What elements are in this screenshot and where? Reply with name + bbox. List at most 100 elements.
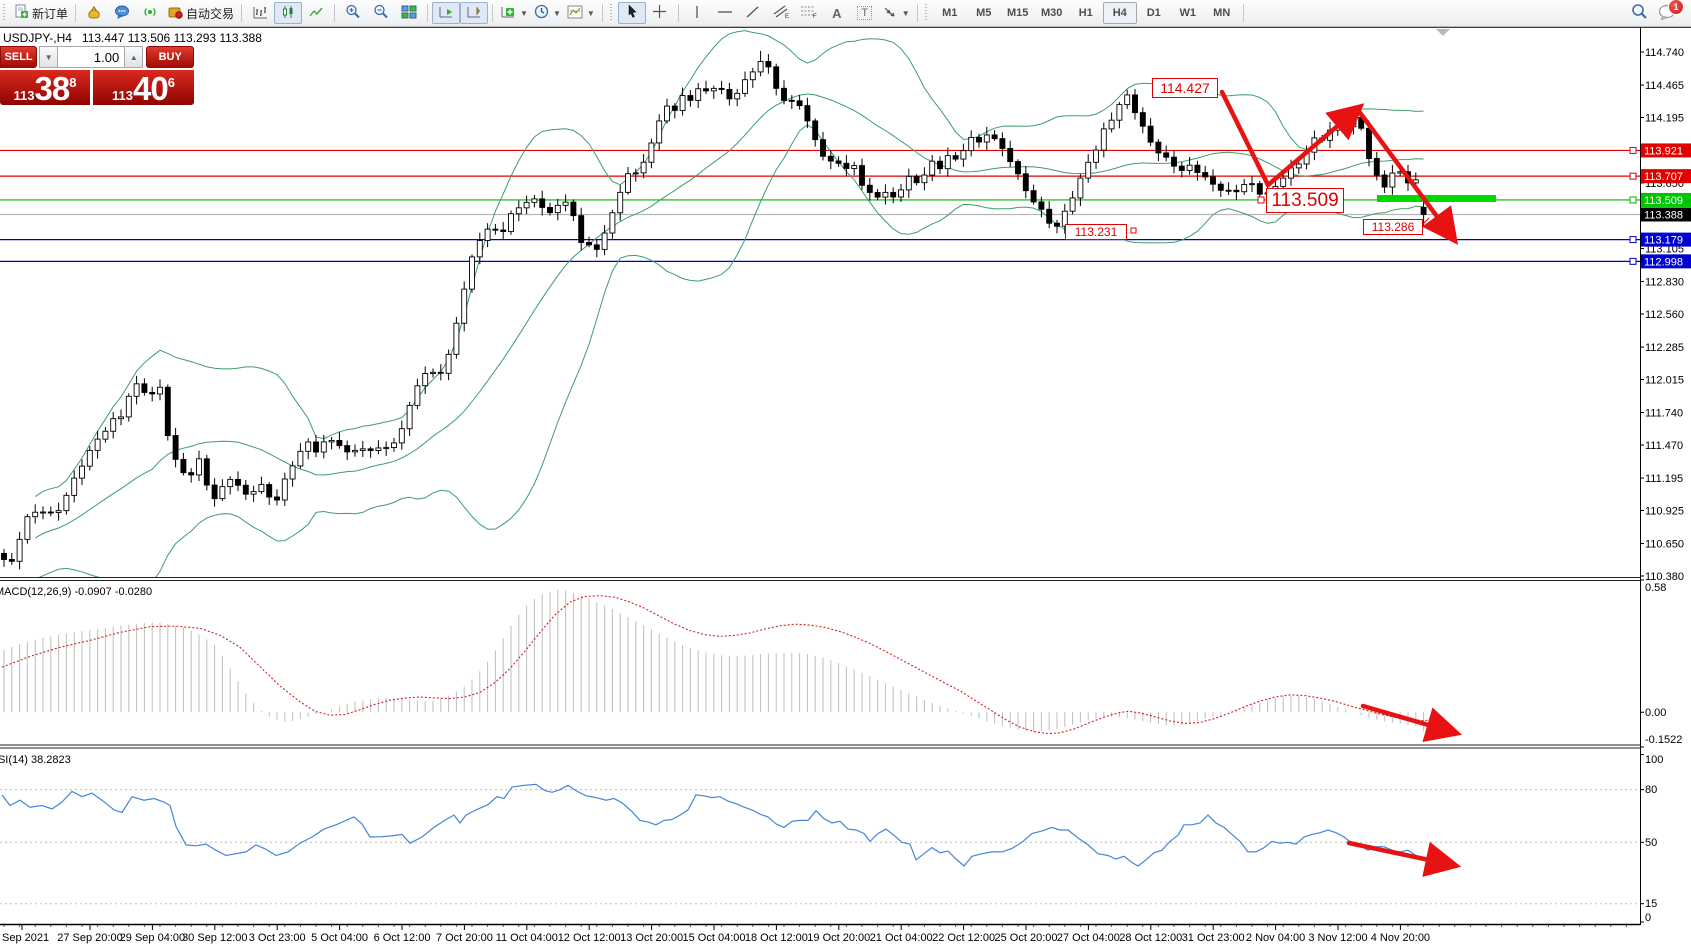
volume-increase-button[interactable]: ▲: [124, 46, 144, 68]
fibonacci-button[interactable]: F: [795, 2, 823, 24]
svg-text:113.707: 113.707: [1644, 171, 1683, 183]
messenger-button[interactable]: [108, 2, 136, 24]
svg-text:6 Oct 12:00: 6 Oct 12:00: [374, 932, 431, 944]
trendline-button[interactable]: [739, 2, 767, 24]
text-button[interactable]: A: [823, 2, 851, 24]
macd-pane[interactable]: [1, 589, 1462, 743]
auto-trading-button[interactable]: 自动交易: [164, 2, 237, 24]
auto-scroll-button[interactable]: [432, 2, 461, 24]
line-chart-icon: [308, 5, 324, 22]
notifications-button[interactable]: 1: [1658, 0, 1684, 23]
indicators-button[interactable]: ▼: [497, 2, 531, 24]
channel-button[interactable]: E: [767, 2, 795, 24]
svg-text:7 Oct 20:00: 7 Oct 20:00: [436, 932, 493, 944]
timeframe-h4[interactable]: H4: [1102, 2, 1137, 24]
toolbar-separator: [677, 4, 679, 22]
timeframe-h1[interactable]: H1: [1078, 7, 1093, 19]
scroll-to-end-marker[interactable]: [1436, 29, 1450, 36]
shapes-button[interactable]: ▼: [879, 2, 913, 24]
line-chart-button[interactable]: [302, 2, 330, 24]
sell-price-quote[interactable]: 113 38 8: [0, 70, 90, 105]
dropdown-caret-icon: ▼: [901, 8, 910, 18]
zoom-in-button[interactable]: [339, 2, 367, 24]
svg-text:11 Oct 04:00: 11 Oct 04:00: [496, 932, 558, 944]
swing-high-label[interactable]: 114.427: [1152, 78, 1218, 98]
svg-text:112.830: 112.830: [1645, 277, 1684, 289]
macd-axis: 0.58 0.00 -0.1522: [1640, 579, 1682, 748]
fibonacci-icon: F: [800, 4, 818, 22]
cursor-button[interactable]: [617, 2, 646, 24]
tile-windows-button[interactable]: [395, 2, 423, 24]
toolbar-separator: [334, 4, 336, 22]
bollinger-bands: [34, 30, 1424, 577]
timeframe-m30[interactable]: M30: [1041, 7, 1063, 19]
text-label-icon: T: [857, 6, 873, 20]
search-button[interactable]: [1631, 3, 1648, 23]
svg-text:80: 80: [1645, 784, 1657, 796]
macd-signal-line: [1, 595, 1433, 735]
text-label-button[interactable]: T: [851, 2, 879, 24]
messenger-icon: [114, 5, 130, 22]
toolbar-separator: [427, 4, 429, 22]
notification-badge: 1: [1668, 0, 1684, 15]
toolbar-separator: [241, 4, 243, 22]
volume-decrease-button[interactable]: ▼: [39, 46, 59, 68]
svg-text:15: 15: [1645, 898, 1657, 910]
low-1-label[interactable]: 113.231: [1065, 224, 1127, 240]
bar-chart-button[interactable]: [246, 2, 274, 24]
volume-input[interactable]: 1.00: [58, 46, 125, 68]
chart-title-line: USDJPY-,H4 113.447 113.506 113.293 113.38…: [3, 31, 262, 45]
timeframe-mn[interactable]: MN: [1213, 7, 1231, 19]
svg-text:110.925: 110.925: [1645, 505, 1684, 517]
indicators-icon: [500, 5, 516, 22]
timeframe-w1[interactable]: W1: [1179, 7, 1196, 19]
vertical-line-button[interactable]: [683, 2, 711, 24]
svg-text:2 Nov 04:00: 2 Nov 04:00: [1246, 932, 1305, 944]
horizontal-line-button[interactable]: [711, 2, 739, 24]
trend-arrows[interactable]: [1130, 89, 1459, 245]
recent-low-label[interactable]: 113.286: [1363, 219, 1423, 235]
buy-price-quote[interactable]: 113 40 6: [93, 70, 194, 105]
svg-text:110.380: 110.380: [1645, 571, 1684, 583]
auto-scroll-icon: [438, 5, 454, 22]
periods-button[interactable]: ▼: [531, 2, 564, 24]
signal-button[interactable]: [136, 2, 164, 24]
price-axis[interactable]: 114.740114.465114.195113.650113.105112.8…: [1640, 47, 1684, 583]
zoom-out-button[interactable]: [367, 2, 395, 24]
pullback-low-label[interactable]: 113.509: [1266, 188, 1344, 213]
timeframe-m15[interactable]: M15: [1007, 7, 1029, 19]
ohlc-values: 113.447 113.506 113.293 113.388: [81, 31, 262, 45]
svg-text:27 Sep 20:00: 27 Sep 20:00: [57, 932, 122, 944]
timeframe-m1[interactable]: M1: [942, 7, 958, 19]
sell-price-figure: 113: [13, 88, 35, 103]
svg-text:3 Oct 23:00: 3 Oct 23:00: [249, 932, 306, 944]
timeframe-d1[interactable]: D1: [1146, 7, 1161, 19]
new-order-button[interactable]: 新订单: [11, 2, 71, 24]
buy-price-pips: 40: [133, 70, 169, 107]
rsi-pane[interactable]: [0, 783, 1640, 905]
candlestick-chart-button[interactable]: [274, 2, 303, 24]
templates-button[interactable]: ▼: [564, 2, 598, 24]
svg-text:19 Oct 20:00: 19 Oct 20:00: [807, 932, 870, 944]
svg-text:21 Oct 04:00: 21 Oct 04:00: [870, 932, 933, 944]
dropdown-caret-icon: ▼: [586, 8, 595, 18]
channel-icon: E: [772, 4, 790, 22]
timeframe-m5[interactable]: M5: [976, 7, 992, 19]
svg-text:31 Oct 23:00: 31 Oct 23:00: [1182, 932, 1245, 944]
gold-button[interactable]: [80, 2, 108, 24]
macd-trend-arrow: [1360, 703, 1462, 743]
buy-button[interactable]: BUY: [146, 46, 195, 68]
svg-text:28 Oct 12:00: 28 Oct 12:00: [1119, 932, 1182, 944]
signal-icon: [142, 5, 158, 22]
sell-button[interactable]: SELL: [0, 46, 38, 68]
support-highlight-bar[interactable]: [1377, 195, 1496, 202]
dropdown-caret-icon: ▼: [520, 8, 528, 18]
svg-text:0: 0: [1645, 912, 1651, 924]
crosshair-button[interactable]: [646, 2, 674, 24]
toolbar-grip: [3, 4, 8, 22]
price-levels[interactable]: 113.921 113.707 113.509 113.179 112.998 113.3…: [0, 143, 1691, 269]
chart-shift-button[interactable]: [460, 2, 489, 24]
svg-text:13 Oct 20:00: 13 Oct 20:00: [620, 932, 683, 944]
